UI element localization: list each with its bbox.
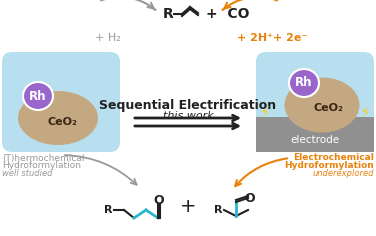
Text: R: R: [104, 205, 112, 215]
Ellipse shape: [23, 82, 53, 110]
Ellipse shape: [289, 69, 319, 97]
Text: (T)hermochemical: (T)hermochemical: [2, 153, 85, 163]
Text: O: O: [154, 194, 164, 206]
Text: Rh: Rh: [29, 89, 47, 102]
Ellipse shape: [18, 91, 98, 145]
Text: Sequential Electrification: Sequential Electrification: [99, 100, 277, 113]
Text: ⚡: ⚡: [359, 105, 370, 119]
Text: CeO₂: CeO₂: [313, 103, 343, 113]
Text: + 2H⁺+ 2e⁻: + 2H⁺+ 2e⁻: [237, 33, 307, 43]
Text: underexplored: underexplored: [312, 169, 374, 178]
Text: R: R: [214, 205, 222, 215]
Text: well studied: well studied: [2, 169, 53, 178]
Text: O: O: [245, 191, 255, 205]
Text: Hydroformylation: Hydroformylation: [2, 161, 81, 170]
Text: Electrochemical: Electrochemical: [293, 153, 374, 163]
Bar: [256, 117, 374, 152]
FancyBboxPatch shape: [256, 52, 374, 152]
Text: Rh: Rh: [295, 76, 313, 89]
Text: +  CO: + CO: [206, 7, 250, 21]
Text: ⚡: ⚡: [259, 105, 270, 119]
Text: CeO₂: CeO₂: [47, 117, 77, 127]
Text: +: +: [180, 197, 196, 215]
Text: electrode: electrode: [290, 135, 340, 145]
Text: + H₂: + H₂: [95, 33, 121, 43]
Text: R: R: [163, 7, 173, 21]
Ellipse shape: [285, 77, 359, 132]
Text: this work: this work: [163, 111, 213, 121]
FancyBboxPatch shape: [2, 52, 120, 152]
Text: Hydroformylation: Hydroformylation: [284, 161, 374, 170]
